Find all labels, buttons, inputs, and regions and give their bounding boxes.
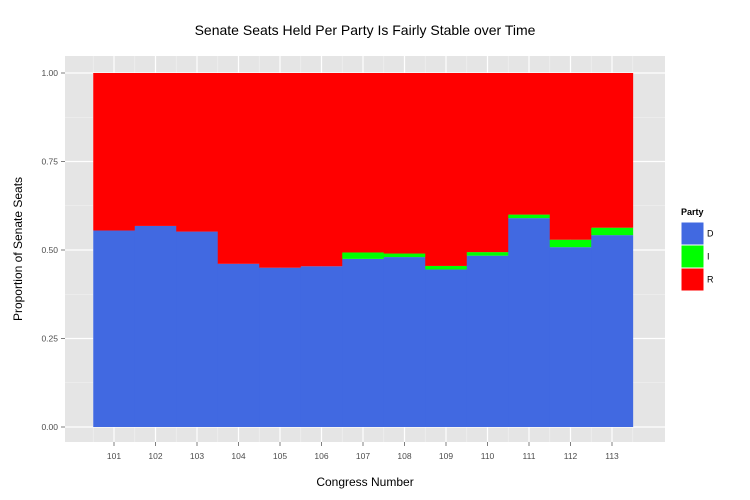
- y-axis-ticks: 0.00 0.25 0.50 0.75 1.00: [41, 68, 65, 432]
- bar-101-R: [93, 73, 136, 231]
- bar-109-R: [425, 73, 468, 266]
- bar-113-I: [591, 227, 634, 236]
- legend-title: Party: [681, 207, 704, 217]
- bar-104-R: [217, 73, 260, 264]
- bar-110-D: [466, 255, 509, 427]
- bar-108-D: [383, 257, 426, 427]
- x-tick-label: 105: [273, 451, 287, 461]
- x-tick-label: 102: [148, 451, 162, 461]
- bar-104-D: [217, 263, 260, 427]
- x-axis-title: Congress Number: [316, 475, 413, 489]
- bar-112-D: [549, 247, 592, 427]
- bar-103-D: [176, 231, 219, 427]
- bar-113-R: [591, 73, 634, 228]
- legend-key-R: [681, 268, 704, 291]
- x-tick-label: 103: [190, 451, 204, 461]
- x-tick-label: 106: [314, 451, 328, 461]
- bar-113-D: [591, 235, 634, 427]
- y-axis-title: Proportion of Senate Seats: [11, 177, 25, 321]
- y-tick-label: 0.00: [41, 422, 58, 432]
- y-tick-label: 0.75: [41, 157, 58, 167]
- bar-109-D: [425, 269, 468, 427]
- bar-107-I: [342, 252, 385, 259]
- chart-title: Senate Seats Held Per Party Is Fairly St…: [195, 22, 536, 38]
- bar-105-D: [259, 267, 302, 427]
- bar-111-R: [508, 73, 551, 215]
- bar-101-D: [93, 230, 136, 427]
- bar-108-R: [383, 73, 426, 254]
- bar-109-I: [425, 265, 468, 270]
- x-tick-label: 101: [107, 451, 121, 461]
- legend-label-I: I: [707, 252, 710, 262]
- bar-103-R: [176, 73, 219, 232]
- bar-112-R: [549, 73, 592, 240]
- x-tick-label: 109: [439, 451, 453, 461]
- bar-107-R: [342, 73, 385, 253]
- x-tick-label: 104: [231, 451, 245, 461]
- legend-label-D: D: [707, 229, 714, 239]
- bar-110-I: [466, 252, 509, 256]
- legend-key-D: [681, 222, 704, 245]
- bar-102-R: [134, 73, 177, 226]
- bar-111-D: [508, 218, 551, 427]
- y-tick-label: 0.50: [41, 245, 58, 255]
- x-tick-label: 107: [356, 451, 370, 461]
- legend: Party D I R: [680, 207, 714, 292]
- x-tick-label: 112: [564, 451, 578, 461]
- bar-110-R: [466, 73, 509, 253]
- bar-112-I: [549, 239, 592, 248]
- legend-key-I: [681, 245, 704, 268]
- bar-106-D: [300, 266, 343, 427]
- bar-108-I: [383, 253, 426, 258]
- x-tick-label: 108: [397, 451, 411, 461]
- x-tick-label: 111: [523, 451, 536, 461]
- legend-label-R: R: [707, 275, 714, 285]
- bar-107-D: [342, 258, 385, 427]
- x-axis-ticks: 101 102 103 104 105 106 107 108 109 110 111 112 113: [107, 442, 619, 461]
- bar-105-R: [259, 73, 302, 268]
- x-tick-label: 110: [481, 451, 495, 461]
- y-tick-label: 1.00: [41, 68, 58, 78]
- bar-106-R: [300, 73, 343, 267]
- bar-111-I: [508, 214, 551, 219]
- y-tick-label: 0.25: [41, 334, 58, 344]
- stacked-bars: [93, 73, 634, 427]
- bar-102-D: [134, 225, 177, 427]
- x-tick-label: 113: [605, 451, 619, 461]
